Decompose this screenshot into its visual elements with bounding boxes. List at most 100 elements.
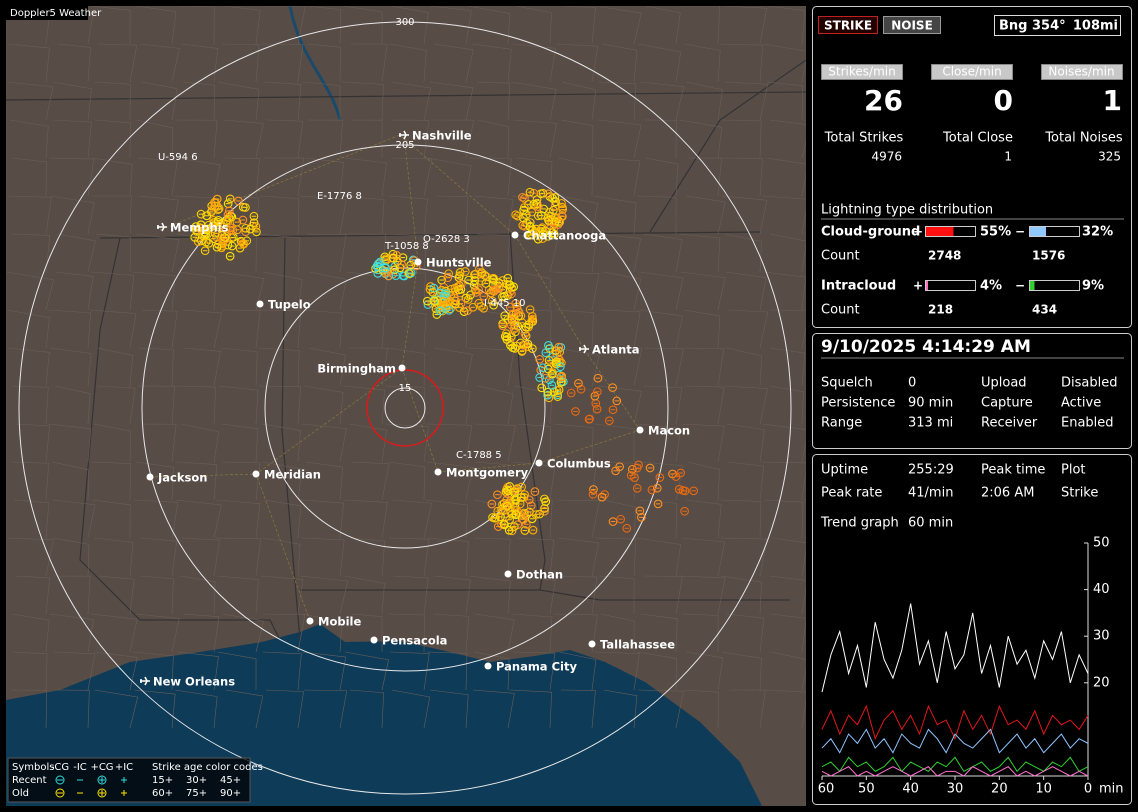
county-line <box>473 195 514 235</box>
county-line <box>217 651 257 691</box>
legend-symbols: Symbols <box>12 762 54 773</box>
rate-tab[interactable] <box>821 64 903 80</box>
county-line <box>389 537 430 577</box>
city-dot <box>511 231 519 239</box>
strike <box>548 228 557 238</box>
county-line <box>769 233 806 273</box>
county-line <box>645 575 683 615</box>
county-line <box>599 575 635 615</box>
strike <box>477 268 487 278</box>
county-line <box>97 385 136 425</box>
county-line <box>594 537 637 577</box>
county-line <box>726 613 765 653</box>
strike <box>608 383 617 392</box>
strike <box>241 203 250 212</box>
strike <box>494 284 504 294</box>
city-label: Chattanooga <box>523 229 606 243</box>
county-line <box>510 689 553 729</box>
county-line <box>637 651 677 691</box>
county-line <box>804 537 806 539</box>
county-line <box>684 309 721 349</box>
county-line <box>764 499 804 539</box>
county-line <box>10 689 48 729</box>
county-line <box>769 575 806 615</box>
strike <box>502 495 512 504</box>
rate-tab[interactable] <box>1041 64 1123 80</box>
city-label: Panama City <box>496 660 577 674</box>
app-title: Doppler5 Weather <box>10 8 102 19</box>
strike <box>549 229 559 239</box>
strike <box>527 316 537 326</box>
county-line <box>349 689 384 729</box>
strike <box>557 198 566 208</box>
county-line <box>267 119 304 159</box>
strike <box>653 499 663 509</box>
type-name: Cloud-ground <box>821 225 920 240</box>
strike <box>527 207 537 217</box>
strike <box>225 251 235 261</box>
strike <box>552 214 562 223</box>
county-line <box>302 81 341 120</box>
county-line <box>216 537 262 577</box>
county-line <box>90 309 137 349</box>
county-line <box>390 6 429 45</box>
strike <box>199 231 208 241</box>
county-line <box>11 233 51 273</box>
strike <box>518 192 527 202</box>
rate-tab[interactable] <box>931 64 1013 80</box>
county-line <box>561 6 596 45</box>
county-line <box>639 271 684 311</box>
county-line <box>344 575 385 615</box>
total-value: 1 <box>1004 150 1012 164</box>
strike <box>592 404 602 414</box>
county-line <box>467 6 511 45</box>
map[interactable]: 300 205 15 Nashville Memphis Chattanooga Hunts… <box>6 6 851 806</box>
strike-button[interactable] <box>818 16 878 34</box>
sign: − <box>1015 225 1025 239</box>
strike <box>481 279 491 288</box>
strike <box>532 195 542 204</box>
stat-label: Peak rate <box>821 486 882 501</box>
county-line <box>595 157 641 197</box>
strike <box>225 194 235 204</box>
county-line <box>350 43 388 83</box>
county-line <box>94 119 131 159</box>
trend-line <box>821 728 1089 754</box>
strike <box>476 301 486 311</box>
sign: − <box>1015 279 1025 293</box>
strike <box>634 460 643 470</box>
county-line <box>727 461 765 501</box>
county-line <box>93 423 131 463</box>
county-line <box>519 271 551 311</box>
county-line <box>720 499 762 539</box>
strike <box>500 291 509 301</box>
county-line <box>427 461 473 501</box>
stat-label: Peak time <box>981 463 1045 478</box>
county-line <box>679 575 726 615</box>
city-dot <box>535 459 543 467</box>
county-line <box>224 157 260 197</box>
count-label: Count <box>821 303 860 318</box>
county-line <box>50 347 92 387</box>
county-line <box>141 537 178 577</box>
county-line <box>514 385 553 425</box>
county-line <box>391 689 431 729</box>
pct-bar <box>926 227 954 236</box>
county-line <box>769 347 806 387</box>
x-tick-label: 20 <box>991 782 1008 797</box>
county-line <box>594 423 635 463</box>
strike <box>378 265 388 275</box>
count-label: Count <box>821 249 860 264</box>
sign: + <box>913 225 923 239</box>
strike <box>430 296 440 306</box>
strike <box>375 257 385 267</box>
stat-label: Uptime <box>821 463 868 478</box>
county-line <box>7 309 50 349</box>
county-line <box>349 537 386 577</box>
county-line <box>351 461 390 501</box>
strike <box>502 279 512 289</box>
noise-button[interactable] <box>883 16 941 34</box>
county-line <box>721 119 762 159</box>
county-line <box>602 43 638 83</box>
county-line <box>599 347 643 387</box>
